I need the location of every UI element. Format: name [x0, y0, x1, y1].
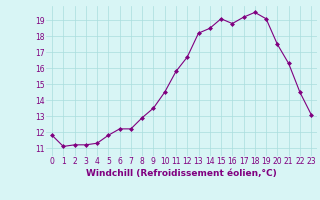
X-axis label: Windchill (Refroidissement éolien,°C): Windchill (Refroidissement éolien,°C) — [86, 169, 277, 178]
